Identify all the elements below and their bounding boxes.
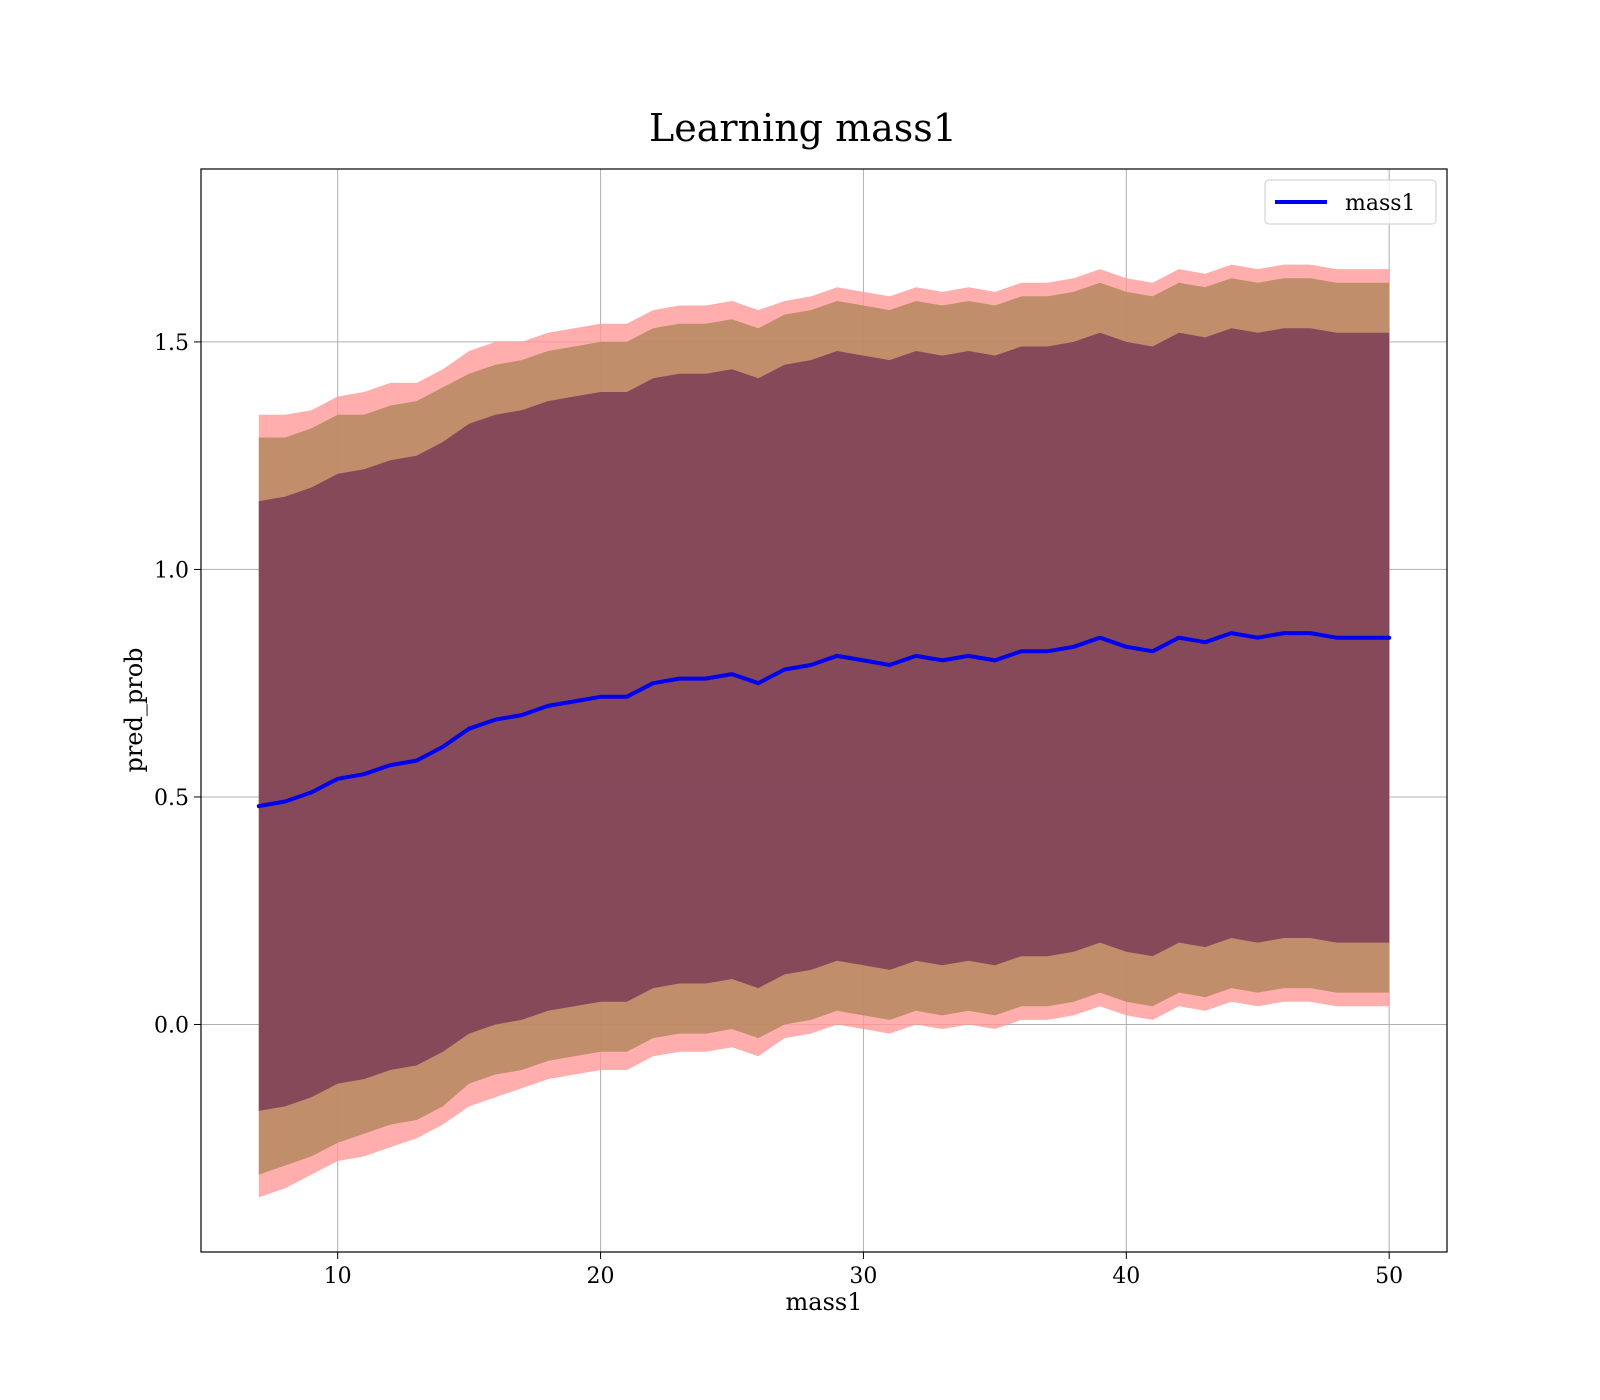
y-tick-label: 1.0 bbox=[154, 558, 189, 583]
x-axis-ticks: 10 20 30 40 50 bbox=[324, 1252, 1403, 1289]
y-tick-label: 0.5 bbox=[154, 786, 189, 811]
x-axis-label: mass1 bbox=[786, 1288, 863, 1316]
legend-label-mass1: mass1 bbox=[1345, 191, 1416, 216]
legend: mass1 bbox=[1264, 179, 1437, 225]
x-tick-label: 20 bbox=[587, 1264, 615, 1289]
x-tick-label: 10 bbox=[324, 1264, 352, 1289]
y-axis-label: pred_prob bbox=[120, 647, 148, 772]
legend-box bbox=[1264, 179, 1437, 225]
x-tick-label: 50 bbox=[1375, 1264, 1403, 1289]
series-line-mass1 bbox=[256, 631, 1392, 809]
x-tick-label: 40 bbox=[1112, 1264, 1140, 1289]
band-inner bbox=[258, 328, 1390, 1111]
y-axis-ticks: 0.0 0.5 1.0 1.5 bbox=[154, 331, 201, 1038]
confidence-bands bbox=[258, 264, 1390, 1198]
plot-frame bbox=[200, 168, 1448, 1253]
x-tick-label: 30 bbox=[849, 1264, 877, 1289]
chart-title: Learning mass1 bbox=[649, 106, 957, 150]
y-tick-label: 0.0 bbox=[154, 1013, 189, 1038]
series-layer bbox=[256, 631, 1392, 809]
y-tick-label: 1.5 bbox=[154, 331, 189, 356]
